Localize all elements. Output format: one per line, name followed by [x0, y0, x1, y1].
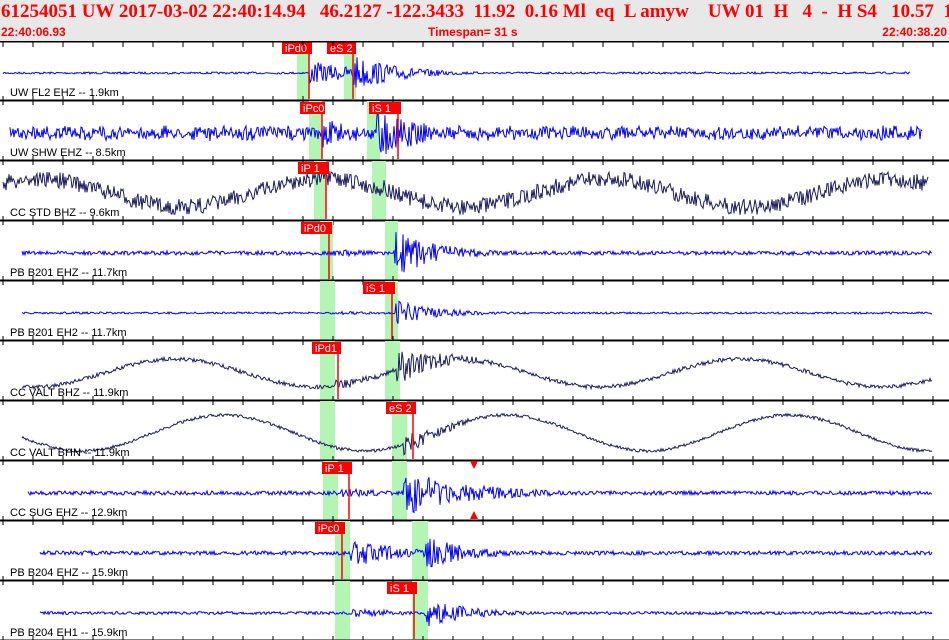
- p-window: [323, 461, 338, 521]
- phase-pick-label-bg[interactable]: [322, 462, 352, 474]
- phase-pick-label-bg[interactable]: [386, 402, 416, 414]
- phase-pick-label-bg[interactable]: [315, 522, 345, 534]
- waveform-trace: [39, 538, 933, 568]
- p-window: [320, 401, 335, 461]
- end-time: 22:40:38.20: [882, 25, 947, 39]
- channel-row[interactable]: iPc0 PB B204 EHZ -- 15.9km: [0, 521, 949, 585]
- phase-pick-label[interactable]: eS 2: [330, 43, 353, 55]
- p-window: [314, 161, 326, 221]
- p-window: [297, 41, 309, 101]
- waveform-trace: [2, 170, 929, 216]
- p-window: [335, 581, 350, 640]
- waveform-trace: [21, 300, 933, 324]
- phase-pick-label[interactable]: iS 1: [390, 583, 409, 595]
- phase-pick-label[interactable]: iP 1: [325, 463, 344, 475]
- channel-label: PB B204 EHZ -- 15.9km: [10, 567, 128, 579]
- phase-pick-label[interactable]: iPc0: [318, 523, 339, 535]
- channel-label: CC SUG EHZ -- 12.9km: [10, 507, 127, 519]
- phase-pick-label-bg[interactable]: [300, 102, 325, 114]
- s-window: [392, 461, 407, 521]
- channel-label: PB B201 EHZ -- 11.7km: [10, 267, 127, 279]
- waveform-trace: [9, 110, 923, 155]
- phase-pick-label-bg[interactable]: [387, 582, 417, 594]
- phase-pick-label[interactable]: iPd1: [315, 343, 337, 355]
- channel-label: PB B201 EH2 -- 11.7km: [10, 327, 127, 339]
- event-summary: 61254051 UW 2017-03-02 22:40:14.94 46.21…: [1, 1, 949, 22]
- p-window: [320, 281, 335, 341]
- amplitude-marker-icon: [470, 511, 478, 519]
- channel-row[interactable]: eS 2 CC VALT BHN -- 11.9km: [0, 401, 949, 465]
- phase-pick-label[interactable]: iP 1: [301, 163, 320, 175]
- waveform-trace: [2, 57, 911, 88]
- waveform-trace: [21, 412, 933, 456]
- phase-pick-label[interactable]: eS 2: [389, 403, 412, 415]
- channel-label: PB B204 EH1 -- 15.9km: [10, 627, 127, 639]
- waveform-trace: [27, 477, 933, 514]
- channel-label: CC VALT BHZ -- 11.9km: [10, 387, 128, 399]
- channel-label: CC STD BHZ -- 9.6km: [10, 207, 119, 219]
- phase-pick-label-bg[interactable]: [369, 102, 401, 114]
- phase-pick-label[interactable]: iPd0: [304, 223, 326, 235]
- phase-pick-label[interactable]: iS 1: [372, 103, 391, 115]
- phase-pick-label[interactable]: iPd0: [285, 43, 307, 55]
- phase-pick-label[interactable]: iS 1: [366, 283, 385, 295]
- phase-pick-label-bg[interactable]: [363, 282, 395, 294]
- channel-row[interactable]: iPd0 PB B201 EHZ -- 11.7km: [0, 221, 949, 285]
- channel-label: UW SHW EHZ -- 8.5km: [10, 147, 126, 159]
- channel-row[interactable]: iS 1 PB B204 EH1 -- 15.9km: [0, 581, 949, 640]
- channel-row[interactable]: iS 1 PB B201 EH2 -- 11.7km: [0, 281, 949, 345]
- phase-pick-label[interactable]: iPc0: [303, 103, 324, 115]
- channel-label: CC VALT BHN -- 11.9km: [10, 447, 130, 459]
- amplitude-marker-icon: [470, 461, 478, 469]
- phase-pick-label-bg[interactable]: [327, 42, 356, 54]
- waveform-trace: [21, 232, 933, 273]
- channel-row[interactable]: iP 1 CC SUG EHZ -- 12.9km: [0, 461, 949, 525]
- s-window: [412, 581, 428, 640]
- s-window: [385, 221, 398, 281]
- event-header: 61254051 UW 2017-03-02 22:40:14.94 46.21…: [0, 0, 949, 41]
- phase-pick-label-bg[interactable]: [282, 42, 312, 54]
- timespan: Timespan= 31 s: [428, 25, 518, 39]
- channel-row[interactable]: iP 1 CC STD BHZ -- 9.6km: [0, 161, 949, 225]
- waveform-trace: [21, 351, 933, 391]
- phase-pick-label-bg[interactable]: [298, 162, 329, 174]
- channel-row[interactable]: iPc0 iS 1 UW SHW EHZ -- 8.5km: [0, 101, 949, 165]
- seismogram-panel[interactable]: iPd0 eS 2 UW FL2 EHZ -- 1.9km iPc0 iS 1 UW SH…: [0, 41, 949, 640]
- phase-pick-label-bg[interactable]: [312, 342, 341, 354]
- waveform-trace: [39, 602, 933, 627]
- channel-row[interactable]: iPd1 CC VALT BHZ -- 11.9km: [0, 341, 949, 405]
- channel-label: UW FL2 EHZ -- 1.9km: [10, 87, 119, 99]
- channel-row[interactable]: iPd0 eS 2 UW FL2 EHZ -- 1.9km: [0, 41, 949, 105]
- phase-pick-label-bg[interactable]: [301, 222, 332, 234]
- start-time: 22:40:06.93: [1, 25, 66, 39]
